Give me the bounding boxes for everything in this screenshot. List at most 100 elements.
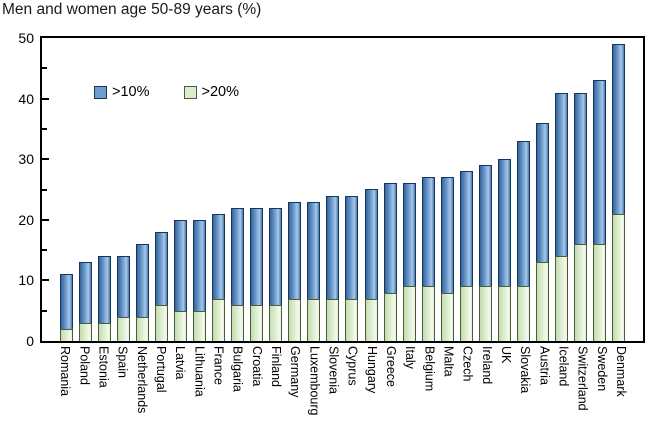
bar-slot-UK [495,38,514,341]
bar-green-segment-Hungary [364,299,378,341]
bar-slot-Austria [533,38,552,341]
x-label-Belgium: Belgium [422,346,437,392]
bar-green-segment-Luxembourg [307,299,321,341]
x-label-Bulgaria: Bulgaria [230,346,245,392]
bar-green-segment-Bulgaria [231,305,245,341]
bar-France [212,214,226,341]
x-label-slot-Ireland: Ireland [477,346,496,435]
x-label-Hungary: Hungary [364,346,379,394]
x-label-slot-France: France [208,346,227,435]
bar-Cyprus [345,196,359,341]
axis-tickmark [42,127,47,130]
bar-green-segment-Iceland [554,256,568,341]
bar-Portugal [155,232,169,341]
x-label-slot-Poland: Poland [74,346,93,435]
bar-slot-Slovenia [323,38,342,341]
bar-green-segment-Cyprus [345,299,359,341]
x-label-slot-Hungary: Hungary [362,346,381,435]
x-label-slot-Romania: Romania [55,346,74,435]
bar-Hungary [364,189,378,341]
x-label-Estonia: Estonia [96,346,111,388]
bar-Latvia [174,220,188,341]
y-tick-label-20: 20 [18,211,34,228]
x-label-Denmark: Denmark [614,346,629,397]
bar-slot-Finland [266,38,285,341]
bar-slot-Czech [457,38,476,341]
bar-Lithuania [193,220,207,341]
bar-green-segment-Ireland [478,286,492,341]
axis-tickmark [42,188,47,191]
x-label-Greece: Greece [384,346,398,387]
bar-slot-Germany [285,38,304,341]
x-label-slot-Spain: Spain [113,346,132,435]
x-label-slot-Switzerland: Switzerland [573,346,592,435]
bar-green-segment-Belgium [421,286,435,341]
bar-slot-Iceland [552,38,571,341]
bar-slot-Hungary [362,38,381,341]
legend-label-gt10: >10% [112,84,150,100]
x-label-slot-Malta: Malta [438,346,457,435]
legend-swatch-gt20-icon [183,85,197,99]
x-label-Luxembourg: Luxembourg [307,346,322,416]
x-axis-labels: Romania Poland Estonia Spain Netherlands Port… [40,346,645,435]
bar-Spain [117,256,131,341]
bar-slot-Romania [57,38,76,341]
bar-Luxembourg [307,202,321,341]
x-label-slot-Slovenia: Slovenia [323,346,342,435]
y-tick-label-10: 10 [18,272,34,289]
plot-area: >10% >20% [40,36,645,343]
axis-tickmark [42,158,49,161]
y-tick-label-0: 0 [26,333,34,349]
bars-container [42,38,643,341]
bar-slot-Switzerland [571,38,590,341]
bar-Estonia [98,256,112,341]
bar-green-segment-Latvia [174,311,188,341]
axis-tickmark [42,309,47,312]
x-label-slot-Greece: Greece [381,346,400,435]
bar-slot-Slovakia [514,38,533,341]
y-axis: 0 10 20 30 40 50 [0,0,34,435]
bar-green-segment-Slovenia [326,299,340,341]
x-label-Spain: Spain [115,346,130,378]
bar-green-segment-Spain [117,317,131,341]
x-label-Romania: Romania [58,346,73,397]
bar-slot-Sweden [590,38,609,341]
x-label-Finland: Finland [268,346,283,387]
x-label-slot-Denmark: Denmark [611,346,630,435]
bar-green-segment-Greece [383,293,397,341]
x-label-Czech: Czech [460,346,475,382]
x-label-slot-Germany: Germany [285,346,304,435]
x-label-Latvia: Latvia [173,346,188,380]
x-label-Italy: Italy [403,346,418,369]
y-tick-label-50: 50 [18,30,34,46]
bar-green-segment-Denmark [611,214,625,341]
x-label-slot-Austria: Austria [534,346,553,435]
x-label-slot-Belgium: Belgium [419,346,438,435]
x-label-slot-Portugal: Portugal [151,346,170,435]
x-label-slot-Croatia: Croatia [247,346,266,435]
axis-tickmark [42,67,47,70]
x-label-France: France [211,346,226,385]
legend-swatch-gt10-icon [94,85,107,99]
bar-Iceland [554,93,568,341]
bar-green-segment-Switzerland [573,244,587,341]
bar-Ireland [478,165,492,341]
bar-slot-Italy [400,38,419,341]
bar-slot-Bulgaria [228,38,247,341]
bar-slot-Latvia [171,38,190,341]
axis-tickmark [42,279,49,282]
bar-green-segment-Sweden [592,244,606,341]
x-label-Cyprus: Cyprus [345,346,360,386]
bar-Poland [79,262,93,341]
x-label-Slovenia: Slovenia [326,346,341,394]
legend: >10% >20% [94,84,239,100]
bar-slot-Netherlands [133,38,152,341]
x-label-Malta: Malta [441,346,456,377]
x-label-Slovakia: Slovakia [518,346,533,394]
x-label-slot-Finland: Finland [266,346,285,435]
x-label-slot-Czech: Czech [458,346,477,435]
bar-slot-Poland [76,38,95,341]
bar-Austria [535,123,549,341]
bar-slot-Malta [438,38,457,341]
